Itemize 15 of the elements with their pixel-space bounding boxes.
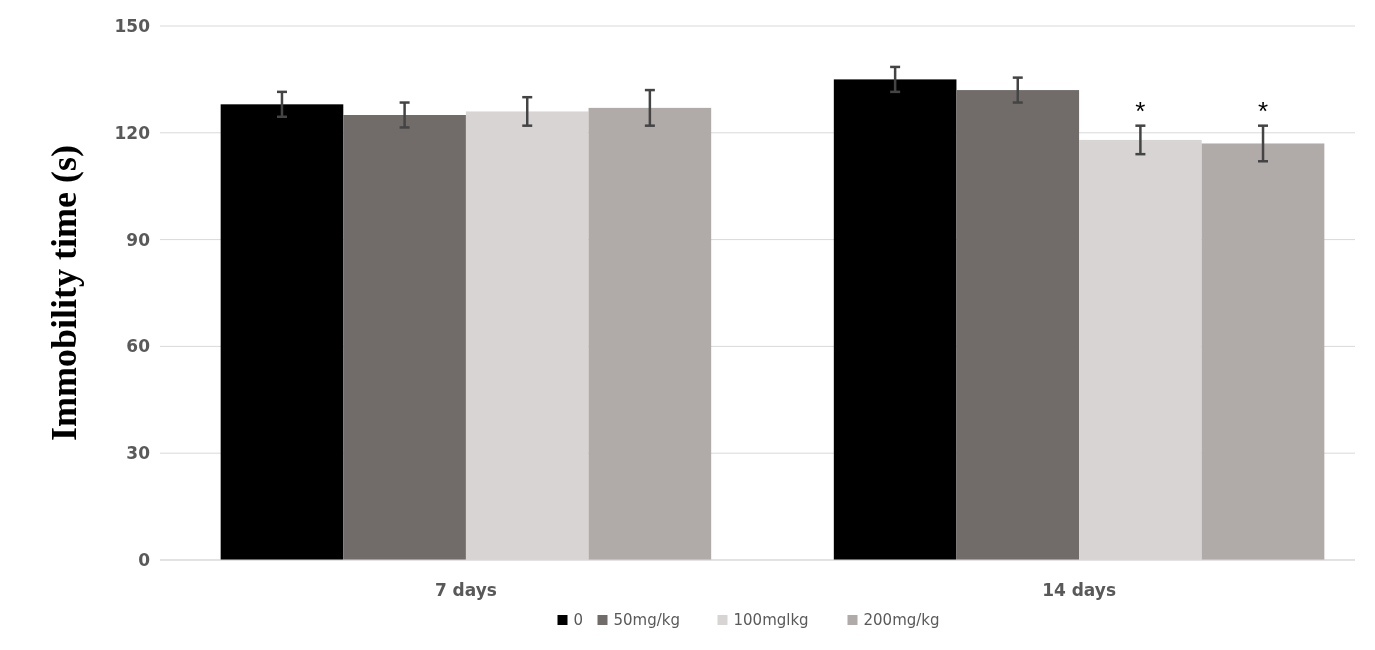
x-tick-label: 7 days xyxy=(434,580,497,600)
y-tick-label: 150 xyxy=(114,15,151,36)
legend-label: 200mg/kg xyxy=(863,611,940,630)
y-tick-label: 120 xyxy=(114,122,151,143)
legend-label: 50mg/kg xyxy=(613,611,680,630)
y-axis-title: Immobility time (s) xyxy=(44,145,84,441)
legend-label: 100mglkg xyxy=(733,611,809,630)
y-tick-label: 30 xyxy=(126,443,151,464)
legend-label: 0 xyxy=(573,611,584,630)
data-label: * xyxy=(1257,95,1269,126)
x-tick-label: 14 days xyxy=(1042,580,1117,600)
y-tick-label: 0 xyxy=(138,549,151,570)
y-tick-label: 90 xyxy=(126,229,151,250)
y-tick-label: 60 xyxy=(126,336,151,357)
data-label: * xyxy=(1135,95,1146,126)
